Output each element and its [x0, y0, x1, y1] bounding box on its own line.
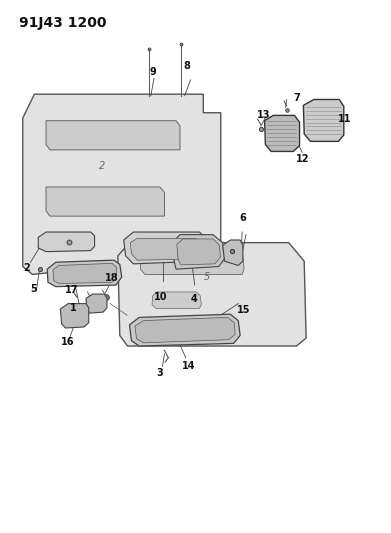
Text: 91J43 1200: 91J43 1200	[19, 17, 107, 30]
Text: 8: 8	[183, 61, 190, 71]
Polygon shape	[130, 238, 203, 260]
Text: 5: 5	[30, 284, 37, 294]
Polygon shape	[265, 115, 300, 151]
Text: 14: 14	[182, 361, 195, 371]
Polygon shape	[46, 120, 180, 150]
Text: 5: 5	[204, 272, 210, 282]
Polygon shape	[46, 187, 165, 216]
Text: 11: 11	[338, 114, 352, 124]
Polygon shape	[47, 260, 122, 287]
Text: 1: 1	[70, 303, 77, 313]
Polygon shape	[223, 240, 243, 265]
Text: 4: 4	[190, 294, 197, 304]
Text: 17: 17	[65, 285, 78, 295]
Text: 3: 3	[156, 368, 163, 377]
Text: 15: 15	[237, 305, 251, 315]
Polygon shape	[124, 232, 209, 264]
Text: 18: 18	[105, 273, 119, 283]
Polygon shape	[177, 239, 221, 265]
Polygon shape	[118, 243, 306, 346]
Text: 9: 9	[149, 67, 156, 77]
Polygon shape	[23, 94, 221, 274]
Polygon shape	[140, 252, 244, 274]
Text: 12: 12	[296, 155, 309, 164]
Text: 6: 6	[240, 213, 246, 223]
Polygon shape	[129, 314, 240, 346]
Polygon shape	[135, 317, 235, 343]
Text: 13: 13	[256, 110, 270, 120]
Polygon shape	[38, 232, 95, 252]
Polygon shape	[172, 235, 224, 269]
Text: 7: 7	[293, 93, 300, 103]
Polygon shape	[152, 292, 201, 309]
Polygon shape	[86, 294, 107, 313]
Polygon shape	[53, 263, 117, 284]
Polygon shape	[303, 100, 344, 141]
Polygon shape	[60, 304, 89, 328]
Text: 10: 10	[154, 292, 167, 302]
Text: 2: 2	[23, 263, 30, 272]
Text: 16: 16	[61, 337, 74, 347]
Text: 2: 2	[99, 161, 106, 171]
